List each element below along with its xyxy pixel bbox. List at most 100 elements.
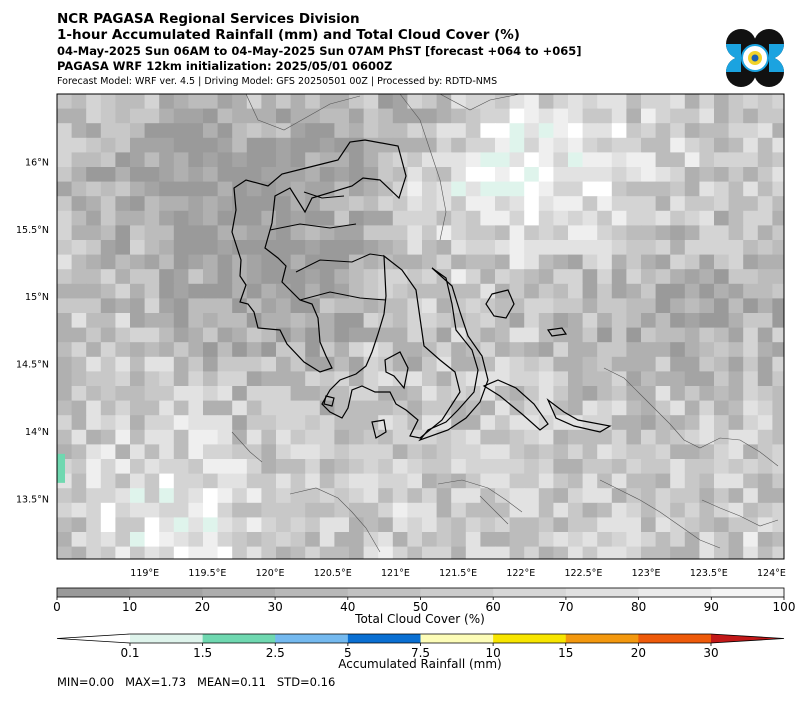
cloud-cell [173,473,189,489]
cloud-cell [422,298,438,314]
cloud-cell [495,181,511,197]
cloud-cell [684,210,700,226]
cloud-cell [553,196,569,212]
cloud-cell [611,240,627,256]
cloud-cell [597,546,613,559]
cloud-cell [655,488,671,504]
cloud-cell [305,342,321,358]
cloud-cell [772,298,784,314]
cloud-cell [436,444,452,460]
cloud-cell [407,313,423,329]
cloud-cell [349,167,365,183]
cloud-colorbar-segment [638,588,712,597]
cloud-cell [684,152,700,168]
cloud-cell [203,137,219,153]
cloud-cell [655,546,671,559]
cloud-cell [626,313,642,329]
cloud-cell [392,181,408,197]
cloud-cell [772,371,784,387]
cloud-cell [71,371,87,387]
cloud-cell [407,386,423,402]
cloud-cell [232,283,248,299]
cloud-cell [363,254,379,270]
cloud-cell [407,283,423,299]
cloud-colorbar-segment [347,588,421,597]
cloud-cell [757,444,773,460]
cloud-cell [319,327,335,343]
cloud-cell [582,283,598,299]
cloud-cell [217,459,233,475]
cloud-cell [436,546,452,559]
cloud-cell [363,356,379,372]
cloud-cell [261,123,277,139]
cloud-cell [670,313,686,329]
cloud-cell [772,123,784,139]
cloud-cell [392,123,408,139]
cloud-cell [305,152,321,168]
cloud-cell [670,210,686,226]
cloud-cell [246,517,262,533]
cloud-cell [684,313,700,329]
cloud-cell [611,459,627,475]
cloud-cell [699,415,715,431]
cloud-cell [509,196,525,212]
cloud-cell [611,196,627,212]
cloud-cell [232,488,248,504]
cloud-cell [173,546,189,559]
cloud-cell [130,356,146,372]
cloud-cell [699,473,715,489]
cloud-cell [130,502,146,518]
cloud-cell [144,167,160,183]
cloud-cell [144,225,160,241]
cloud-cell [334,108,350,124]
rain-colorbar-segment [638,634,712,643]
cloud-cell [772,137,784,153]
cloud-cell [582,152,598,168]
cloud-cell [130,459,146,475]
cloud-cell [173,283,189,299]
cloud-cell [582,429,598,445]
cloud-cell [276,371,292,387]
cloud-cell [568,94,584,110]
cloud-cell [772,342,784,358]
cloud-cell [772,459,784,475]
cloud-cell [115,488,131,504]
cloud-cell [305,371,321,387]
cloud-cell [246,546,262,559]
cloud-cell [305,502,321,518]
cloud-cell [714,240,730,256]
cloud-cell [714,225,730,241]
cloud-cell [670,473,686,489]
cloud-cell [538,444,554,460]
cloud-cell [246,371,262,387]
cloud-cell [524,488,540,504]
cloud-cell [246,532,262,548]
cloud-cell [305,225,321,241]
y-tick-label: 14°N [25,427,49,438]
cloud-cell [757,415,773,431]
cloud-cell [57,108,73,124]
cloud-cell [743,444,759,460]
cloud-cell [422,400,438,416]
cloud-cell [115,400,131,416]
x-tick-label: 121.5°E [439,568,477,579]
cloud-cell [553,429,569,445]
cloud-cell [480,210,496,226]
cloud-cell [130,327,146,343]
cloud-cell [173,210,189,226]
cloud-cell [538,94,554,110]
cloud-cell [203,254,219,270]
x-tick-label: 119.5°E [188,568,226,579]
cloud-cell [480,313,496,329]
cloud-cell [626,400,642,416]
cloud-cell [86,225,102,241]
cloud-cell [159,502,175,518]
cloud-cell [246,488,262,504]
cloud-cell [641,298,657,314]
cloud-cell [334,94,350,110]
cloud-cell [509,283,525,299]
cloud-cell [757,152,773,168]
cloud-cell [699,356,715,372]
cloud-colorbar-tick-label: 80 [631,600,646,614]
cloud-cell [465,459,481,475]
